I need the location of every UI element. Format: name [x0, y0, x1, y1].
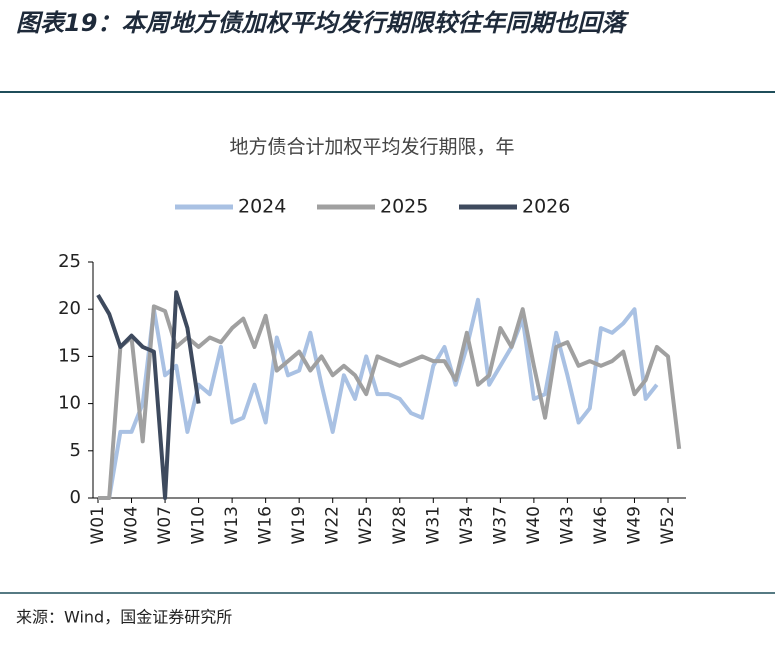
y-tick-label: 5 [70, 440, 81, 461]
x-tick-label: W40 [524, 506, 544, 544]
legend-label: 2024 [238, 196, 286, 218]
x-tick-label: W22 [323, 506, 343, 544]
header-title: 图表19：本周地方债加权平均发行期限较往年同期也回落 [16, 9, 629, 37]
x-tick-label: W49 [624, 506, 644, 544]
series-line [98, 304, 682, 500]
y-tick-label: 25 [58, 251, 81, 272]
y-tick-label: 20 [58, 298, 81, 319]
x-tick-label: W16 [256, 506, 276, 544]
x-tick-label: W46 [591, 506, 611, 544]
x-tick-label: W25 [356, 506, 376, 544]
y-tick-label: 0 [70, 487, 81, 508]
x-tick-label: W43 [557, 506, 577, 544]
x-tick-label: W28 [390, 506, 410, 544]
legend-label: 2026 [522, 196, 570, 218]
source: 来源：Wind，国金证券研究所 [16, 608, 232, 627]
x-tick-label: W10 [189, 506, 209, 544]
y-tick-label: 15 [58, 345, 81, 366]
x-tick-label: W37 [490, 506, 510, 544]
chart-title: 地方债合计加权平均发行期限，年 [229, 136, 514, 158]
y-tick-label: 10 [58, 393, 81, 414]
x-tick-label: W31 [423, 506, 443, 544]
series-line [98, 297, 659, 500]
x-tick-label: W01 [88, 506, 108, 544]
series-line [96, 290, 201, 500]
legend-label: 2025 [380, 196, 428, 218]
x-tick-label: W52 [658, 506, 678, 544]
x-tick-label: W04 [122, 506, 142, 544]
x-tick-label: W34 [457, 506, 477, 544]
x-tick-label: W19 [289, 506, 309, 544]
x-tick-label: W13 [222, 506, 242, 544]
x-tick-label: W07 [155, 506, 175, 544]
